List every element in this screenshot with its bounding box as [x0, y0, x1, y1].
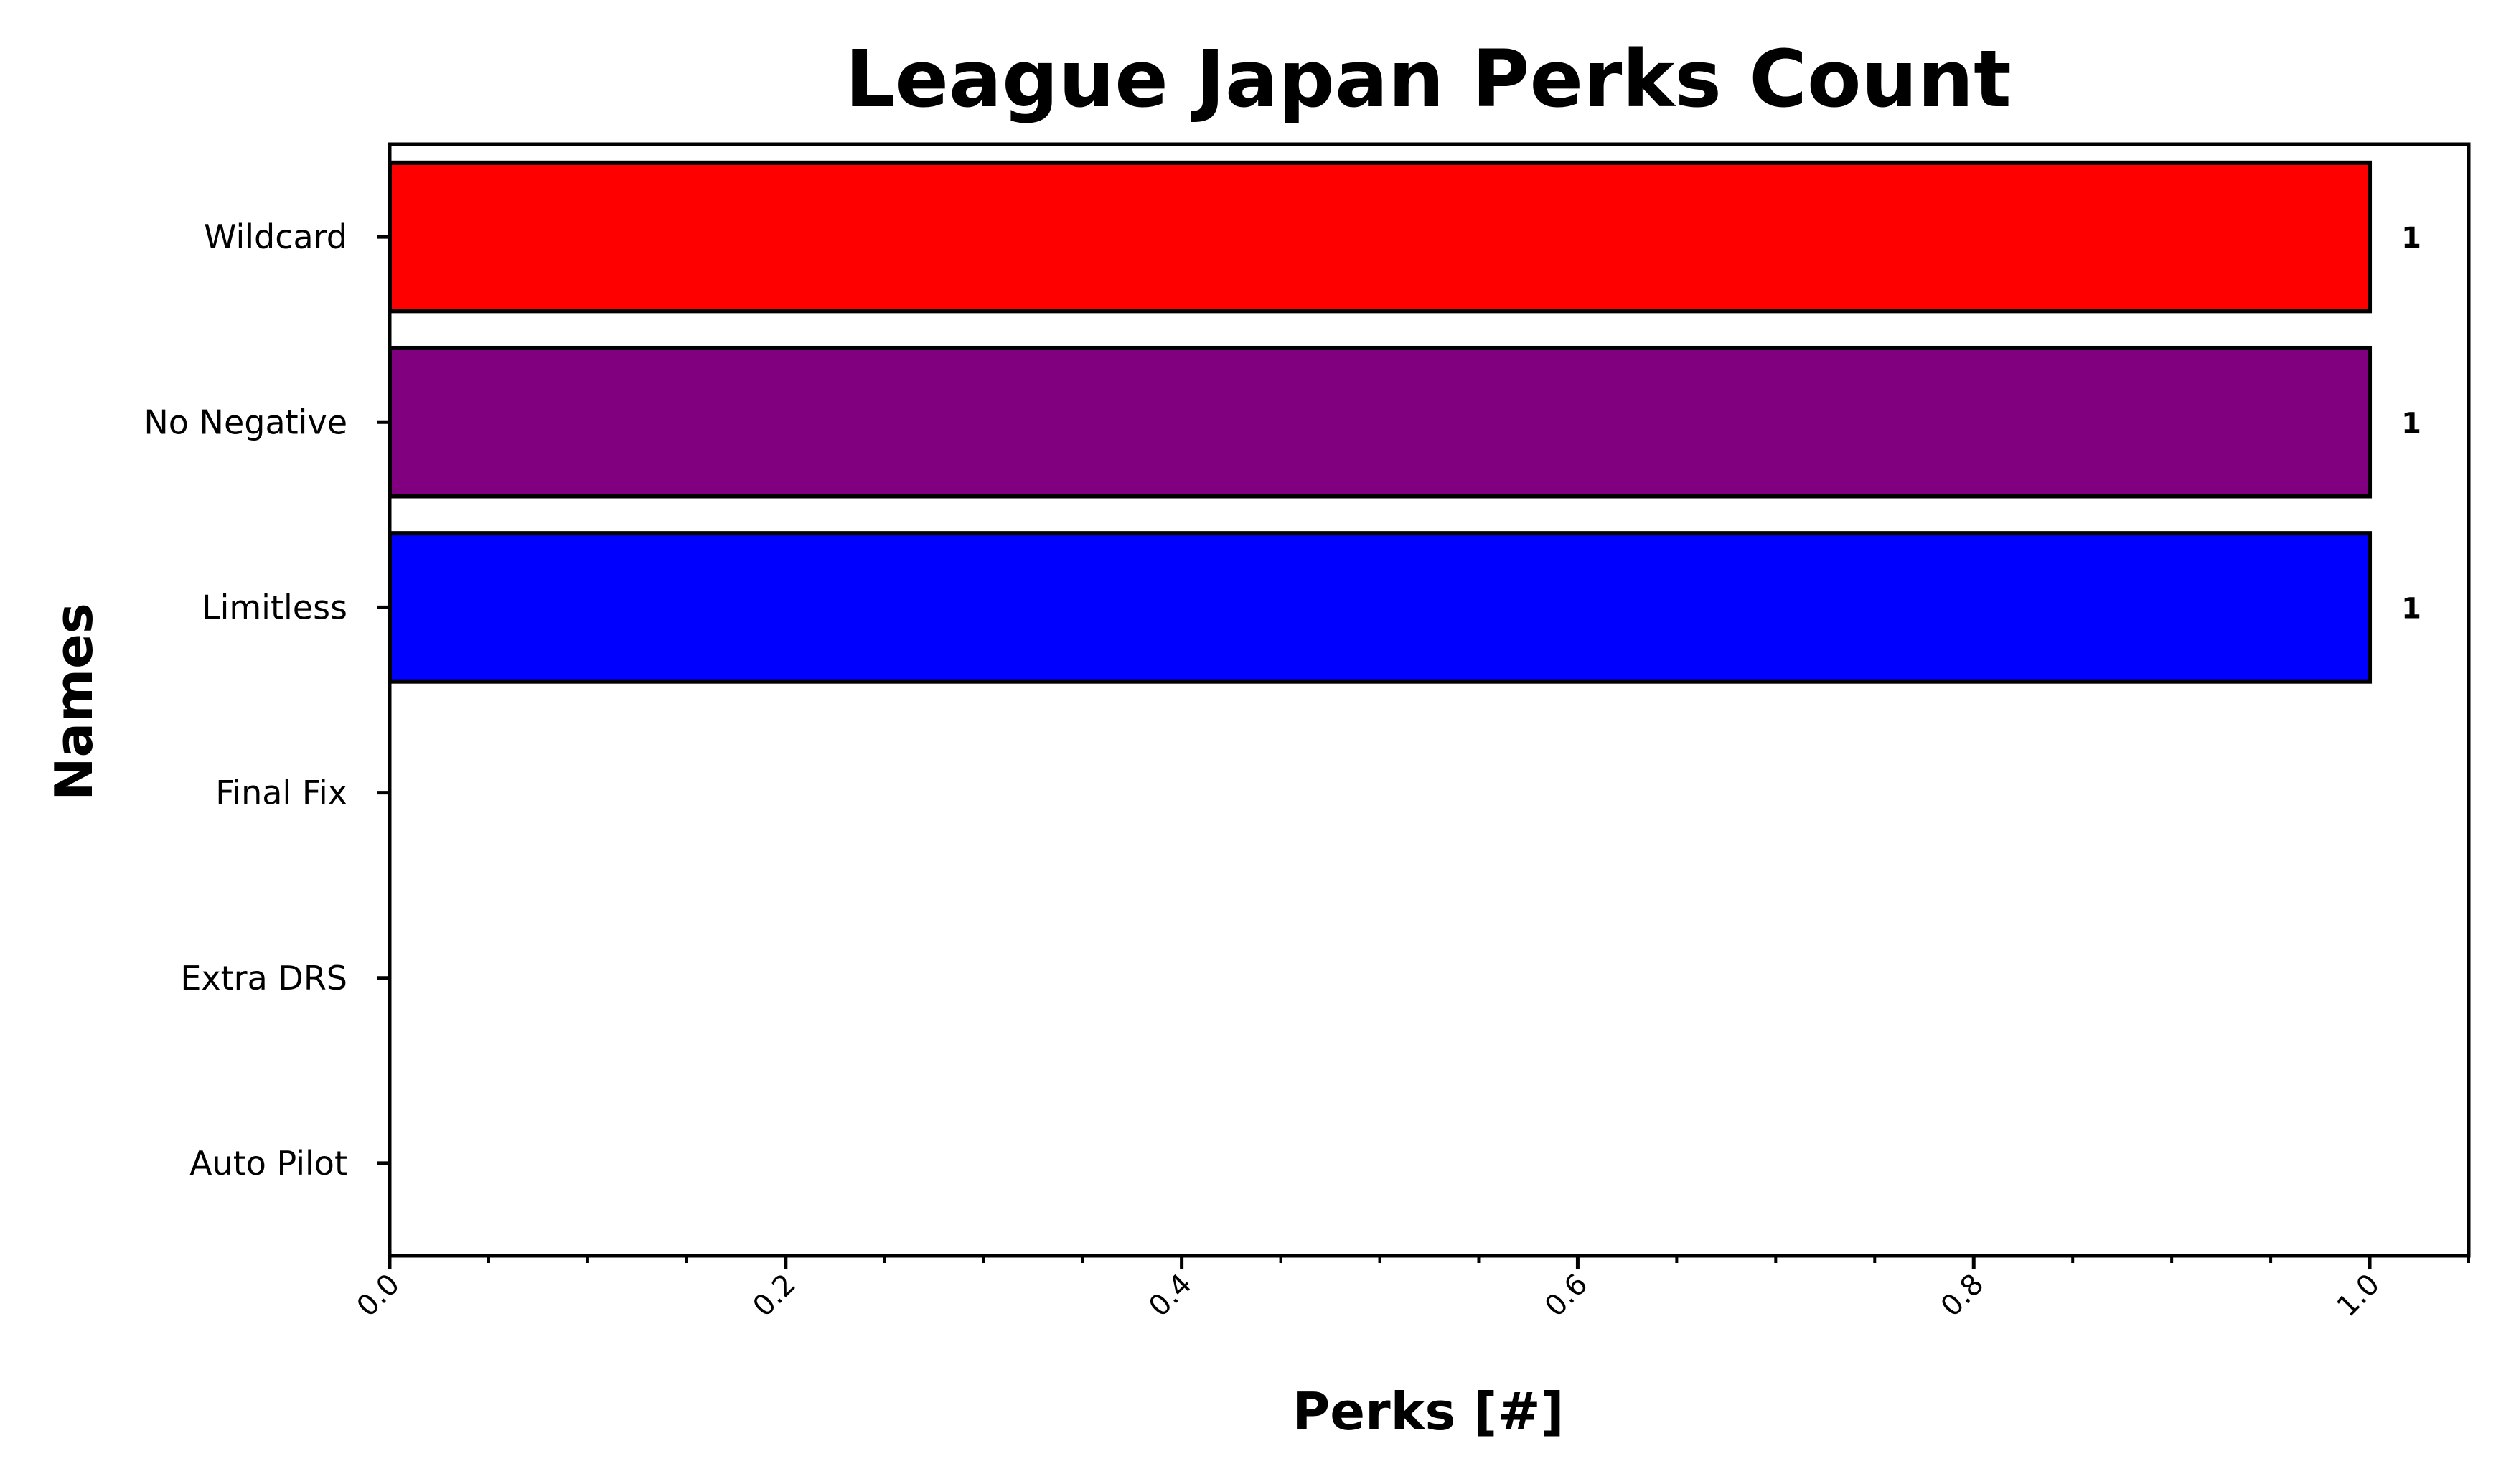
ytick-label-extra-drs: Extra DRS	[180, 959, 347, 997]
xtick-label-0.0: 0.0	[351, 1268, 407, 1324]
ytick-label-auto-pilot: Auto Pilot	[189, 1144, 347, 1183]
plot-frame	[388, 142, 2471, 1258]
chart-title: League Japan Perks Count	[845, 33, 2012, 125]
xtick-label-0.6: 0.6	[1539, 1268, 1595, 1324]
xtick-label-0.4: 0.4	[1142, 1268, 1198, 1324]
y-axis-label: Names	[44, 603, 104, 801]
xtick-label-0.2: 0.2	[746, 1268, 802, 1324]
bar-wildcard	[388, 160, 2373, 314]
xtick-label-1.0: 1.0	[2331, 1268, 2387, 1324]
plot-area: Wildcard 1 No Negative 1 Limitless 1 Final Fix…	[144, 142, 2471, 1324]
ytick-label-wildcard: Wildcard	[204, 217, 347, 256]
ytick-label-final-fix: Final Fix	[215, 774, 347, 812]
value-label-wildcard: 1	[2401, 222, 2421, 255]
ytick-label-no-negative: No Negative	[144, 403, 347, 441]
ytick-label-limitless: Limitless	[202, 588, 347, 626]
value-label-no-negative: 1	[2401, 407, 2421, 440]
xtick-label-0.8: 0.8	[1935, 1268, 1991, 1324]
bar-no-negative	[388, 345, 2373, 499]
bar-limitless	[388, 531, 2373, 684]
value-label-limitless: 1	[2401, 592, 2421, 625]
x-axis-label: Perks [#]	[1292, 1381, 1564, 1442]
